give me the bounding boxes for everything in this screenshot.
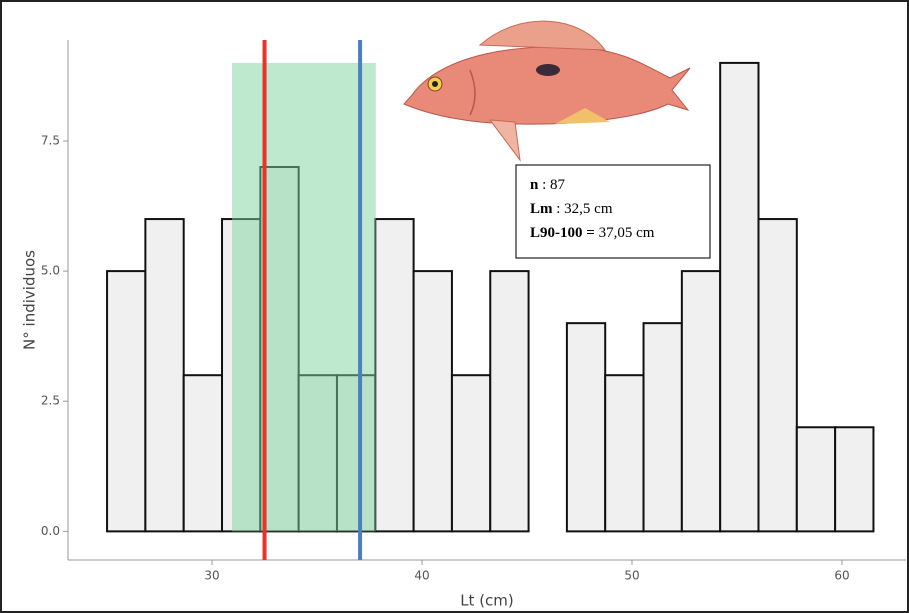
- shaded-range: [231, 62, 376, 532]
- bar: [604, 374, 645, 533]
- x-tick-label: 30: [204, 569, 219, 583]
- bar: [680, 270, 722, 533]
- annotation-label: n: [530, 177, 539, 193]
- annotation: n : 87: [530, 177, 566, 193]
- annotation-label: Lm: [530, 201, 553, 217]
- annotation-value: 37,05 cm: [599, 225, 655, 241]
- x-axis-label: Lt (cm): [460, 592, 514, 610]
- x-tick-label: 40: [414, 569, 429, 583]
- bar: [834, 426, 875, 533]
- bar: [489, 270, 530, 533]
- bar: [374, 218, 415, 533]
- annotation-value: : 32,5 cm: [556, 201, 613, 217]
- annotation: Lm : 32,5 cm: [530, 201, 613, 217]
- bar: [795, 426, 837, 533]
- y-axis-label: N° individuos: [21, 250, 39, 350]
- fish-illustration: [403, 20, 691, 162]
- annotation: L90-100 = 37,05 cm: [530, 225, 655, 241]
- bar: [719, 61, 760, 533]
- bar: [757, 218, 798, 533]
- bar: [144, 218, 185, 533]
- x-tick-label: 50: [624, 569, 639, 583]
- y-tick-label: 2.5: [41, 394, 60, 408]
- bar: [642, 322, 683, 533]
- bar: [565, 322, 607, 533]
- bar: [182, 374, 224, 533]
- x-tick-label: 60: [834, 569, 849, 583]
- y-tick-label: 5.0: [41, 264, 60, 278]
- annotation-label: L90-100 =: [530, 225, 595, 241]
- y-tick-label: 0.0: [41, 524, 60, 538]
- bar: [412, 270, 453, 533]
- bar: [450, 374, 492, 533]
- annotation-value: : 87: [542, 177, 565, 193]
- annotation-box: [515, 164, 711, 259]
- bar: [106, 270, 147, 533]
- plot: 0.0 2.5 5.0 7.5 30 40 50 60: [41, 40, 906, 583]
- y-tick-label: 7.5: [41, 133, 60, 147]
